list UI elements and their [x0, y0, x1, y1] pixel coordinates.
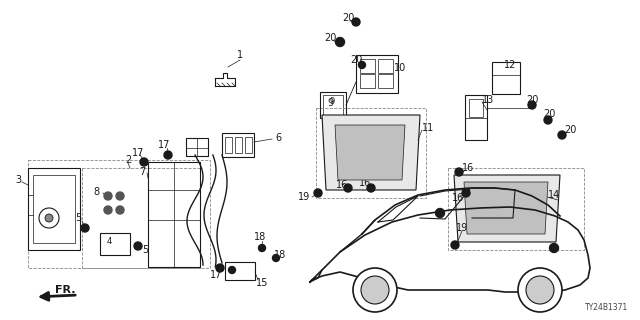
Text: 17: 17	[210, 270, 222, 280]
Text: 5: 5	[75, 213, 81, 223]
Text: 9: 9	[327, 98, 333, 108]
Bar	[378, 74, 393, 88]
Circle shape	[134, 242, 142, 250]
Text: 20: 20	[342, 13, 354, 23]
Circle shape	[451, 241, 459, 249]
Bar	[225, 262, 255, 280]
Bar	[245, 137, 252, 153]
Bar	[323, 95, 343, 115]
Text: 12: 12	[504, 60, 516, 70]
Circle shape	[116, 206, 124, 214]
Bar	[225, 137, 232, 153]
Text: 10: 10	[394, 63, 406, 73]
Circle shape	[164, 151, 172, 159]
Text: 11: 11	[422, 123, 435, 133]
Text: 19: 19	[456, 223, 468, 233]
Bar	[33, 175, 75, 243]
Circle shape	[104, 192, 112, 200]
Circle shape	[358, 61, 365, 68]
Bar	[448, 168, 584, 250]
Circle shape	[455, 168, 463, 176]
Text: 16: 16	[359, 178, 371, 188]
Circle shape	[462, 189, 470, 197]
Bar	[465, 95, 487, 140]
Circle shape	[116, 192, 124, 200]
Circle shape	[45, 214, 53, 222]
Circle shape	[314, 189, 322, 197]
Text: 17: 17	[132, 148, 144, 158]
Text: 20: 20	[350, 55, 362, 65]
Circle shape	[518, 268, 562, 312]
Circle shape	[526, 276, 554, 304]
Text: 17: 17	[158, 140, 170, 150]
Text: 16: 16	[452, 193, 464, 203]
Circle shape	[344, 184, 352, 192]
Text: 13: 13	[482, 95, 494, 105]
Text: 2: 2	[125, 155, 131, 165]
Circle shape	[259, 244, 266, 252]
Bar	[469, 99, 483, 117]
Text: 20: 20	[543, 109, 555, 119]
Text: 20: 20	[324, 33, 336, 43]
Circle shape	[558, 131, 566, 139]
Circle shape	[550, 244, 559, 252]
Bar	[356, 55, 398, 93]
Bar	[316, 108, 426, 198]
Bar	[100, 233, 130, 255]
Circle shape	[81, 224, 89, 232]
Polygon shape	[335, 125, 405, 180]
Text: 7: 7	[139, 167, 145, 177]
Text: 14: 14	[548, 190, 560, 200]
Circle shape	[335, 37, 344, 46]
Text: 18: 18	[254, 232, 266, 242]
Circle shape	[361, 276, 389, 304]
Text: 1: 1	[237, 50, 243, 60]
Text: 18: 18	[274, 250, 286, 260]
Bar	[320, 92, 346, 118]
Text: 20: 20	[564, 125, 577, 135]
Bar	[148, 162, 200, 267]
Circle shape	[140, 158, 148, 166]
Bar	[82, 168, 200, 268]
Bar	[28, 168, 80, 250]
Circle shape	[352, 18, 360, 26]
Text: 15: 15	[256, 278, 268, 288]
Text: 19: 19	[298, 192, 310, 202]
Circle shape	[228, 267, 236, 274]
Circle shape	[216, 264, 224, 272]
Bar	[492, 62, 520, 94]
Bar	[222, 133, 254, 157]
Bar	[360, 59, 375, 73]
Circle shape	[367, 184, 375, 192]
Text: 4: 4	[106, 237, 111, 246]
Text: 16: 16	[462, 163, 474, 173]
Bar	[360, 74, 375, 88]
Polygon shape	[454, 175, 560, 242]
Text: 6: 6	[275, 133, 281, 143]
Circle shape	[544, 116, 552, 124]
Polygon shape	[464, 182, 548, 234]
Circle shape	[353, 268, 397, 312]
Text: 5: 5	[142, 245, 148, 255]
Text: 9: 9	[330, 98, 335, 107]
Polygon shape	[322, 115, 420, 190]
Text: FR.: FR.	[55, 285, 76, 295]
Text: TY24B1371: TY24B1371	[585, 303, 628, 312]
Text: 20: 20	[526, 95, 538, 105]
Circle shape	[104, 206, 112, 214]
Circle shape	[528, 101, 536, 109]
Circle shape	[435, 209, 445, 218]
Circle shape	[273, 254, 280, 261]
Text: 16: 16	[336, 180, 348, 190]
Bar	[186, 138, 208, 156]
Bar	[235, 137, 242, 153]
Text: 3: 3	[15, 175, 21, 185]
Bar	[28, 160, 210, 268]
Text: 8: 8	[94, 187, 100, 197]
Bar	[378, 59, 393, 73]
